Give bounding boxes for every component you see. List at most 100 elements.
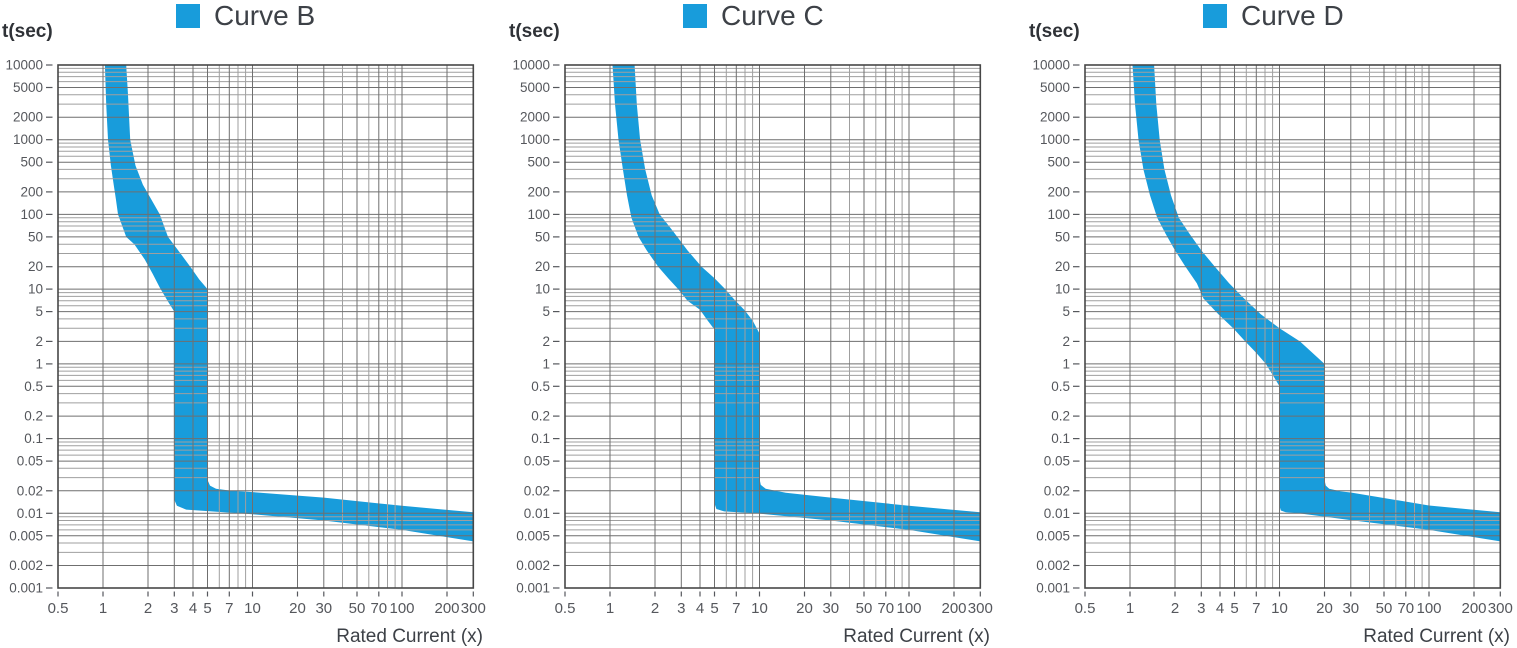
y-tick-label: 0.005 (9, 528, 43, 543)
x-tick-label: 100 (1416, 600, 1441, 617)
x-axis-title: Rated Current (x) (1363, 626, 1510, 647)
grid-minor (565, 65, 981, 588)
y-tick-label: 0.02 (17, 483, 43, 498)
x-tick-label: 5 (710, 600, 718, 617)
x-tick-label: 0.5 (555, 600, 576, 617)
y-tick-label: 2000 (1040, 110, 1070, 125)
y-tick-label: 0.1 (531, 431, 550, 446)
y-tick-label: 1 (35, 356, 43, 371)
x-tick-label: 7 (225, 600, 233, 617)
x-tick-label: 200 (941, 600, 966, 617)
plot-border (564, 64, 982, 589)
x-tick-label: 10 (244, 600, 261, 617)
y-tick-label: 0.5 (1051, 379, 1070, 394)
x-tick-label: 70 (877, 600, 894, 617)
y-tick-label: 0.05 (1044, 454, 1070, 469)
y-tick-label: 5 (35, 304, 43, 319)
y-tick-label: 1000 (13, 132, 43, 147)
y-tick-label: 200 (527, 184, 550, 199)
x-tick-label: 5 (1230, 600, 1238, 617)
x-tick-label: 300 (461, 600, 486, 617)
y-tick-label: 0.001 (1036, 581, 1070, 596)
y-tick-label: 5 (1062, 304, 1070, 319)
y-tick-label: 5000 (13, 80, 43, 95)
y-tick-label: 2 (1062, 334, 1070, 349)
y-tick-label: 0.002 (1036, 558, 1070, 573)
y-tick-label: 0.1 (1051, 431, 1070, 446)
x-tick-label: 100 (389, 600, 414, 617)
x-tick-label: 0.5 (1075, 600, 1096, 617)
y-tick-label: 0.02 (524, 483, 550, 498)
y-tick-label: 20 (535, 259, 550, 274)
grid-minor (1085, 65, 1501, 588)
y-tick-label: 0.02 (1044, 483, 1070, 498)
x-tick-label: 7 (1252, 600, 1260, 617)
x-tick-label: 50 (856, 600, 873, 617)
y-tick-label: 1 (542, 356, 550, 371)
y-tick-label: 0.01 (524, 506, 550, 521)
y-tick-label: 0.1 (24, 431, 43, 446)
y-tick-label: 2 (542, 334, 550, 349)
x-tick-label: 5 (203, 600, 211, 617)
x-tick-label: 300 (968, 600, 993, 617)
legend-swatch (1203, 4, 1227, 28)
y-tick-label: 200 (20, 184, 43, 199)
y-tick-label: 50 (28, 229, 43, 244)
y-tick-label: 500 (1047, 155, 1070, 170)
x-tick-label: 3 (677, 600, 685, 617)
legend: Curve B (176, 1, 315, 31)
y-tick-label: 50 (535, 229, 550, 244)
x-axis-title: Rated Current (x) (843, 626, 990, 647)
y-tick-label: 0.002 (516, 558, 550, 573)
x-tick-label: 4 (189, 600, 197, 617)
y-tick-label: 100 (527, 207, 550, 222)
y-tick-label: 0.2 (1051, 409, 1070, 424)
y-tick-label: 1 (1062, 356, 1070, 371)
x-tick-label: 0.5 (48, 600, 69, 617)
x-tick-label: 2 (651, 600, 659, 617)
y-tick-label: 2 (35, 334, 43, 349)
x-tick-label: 2 (144, 600, 152, 617)
y-axis-title: t(sec) (2, 21, 53, 42)
x-tick-label: 300 (1488, 600, 1513, 617)
x-tick-label: 3 (170, 600, 178, 617)
y-tick-label: 10 (28, 282, 43, 297)
x-tick-label: 4 (1216, 600, 1224, 617)
x-tick-label: 10 (1271, 600, 1288, 617)
x-tick-label: 70 (1397, 600, 1414, 617)
legend-swatch (683, 4, 707, 28)
y-tick-label: 0.002 (9, 558, 43, 573)
x-tick-label: 100 (896, 600, 921, 617)
y-tick-label: 0.001 (9, 581, 43, 596)
y-tick-label: 1000 (520, 132, 550, 147)
x-tick-label: 70 (370, 600, 387, 617)
y-tick-label: 0.01 (17, 506, 43, 521)
x-tick-label: 1 (99, 600, 107, 617)
axis-tick-labels: 0.5 1 2 3 4 5 7 10 20 30 50 70 100 200 300100005000200… (5, 58, 485, 618)
x-axis-title: Rated Current (x) (336, 626, 483, 647)
y-tick-label: 0.5 (531, 379, 550, 394)
y-tick-label: 50 (1055, 229, 1070, 244)
axis-tick-labels: 0.5 1 2 3 4 5 7 10 20 30 50 70 100 200 300100005000200… (1032, 58, 1512, 618)
x-tick-label: 2 (1171, 600, 1179, 617)
x-tick-label: 30 (315, 600, 332, 617)
y-tick-label: 0.2 (531, 409, 550, 424)
legend-swatch (176, 4, 200, 28)
plot-border (57, 64, 475, 589)
y-tick-label: 500 (20, 155, 43, 170)
legend-label: Curve B (214, 0, 316, 31)
y-axis-title: t(sec) (1029, 21, 1080, 42)
axis-ticks (553, 64, 981, 597)
x-tick-label: 200 (434, 600, 459, 617)
y-tick-label: 500 (527, 155, 550, 170)
x-tick-label: 50 (349, 600, 366, 617)
y-tick-label: 10000 (5, 58, 43, 73)
x-tick-label: 10 (751, 600, 768, 617)
y-tick-label: 0.2 (24, 409, 43, 424)
grid-major (1085, 65, 1501, 588)
y-tick-label: 0.05 (17, 454, 43, 469)
chart-curve-d: Curve D t(sec) 0.5 1 2 3 4 5 7 10 20 30 50 70 100 200… (1027, 0, 1517, 648)
y-tick-label: 10000 (1032, 58, 1070, 73)
y-tick-label: 20 (28, 259, 43, 274)
axis-ticks (1073, 64, 1501, 597)
